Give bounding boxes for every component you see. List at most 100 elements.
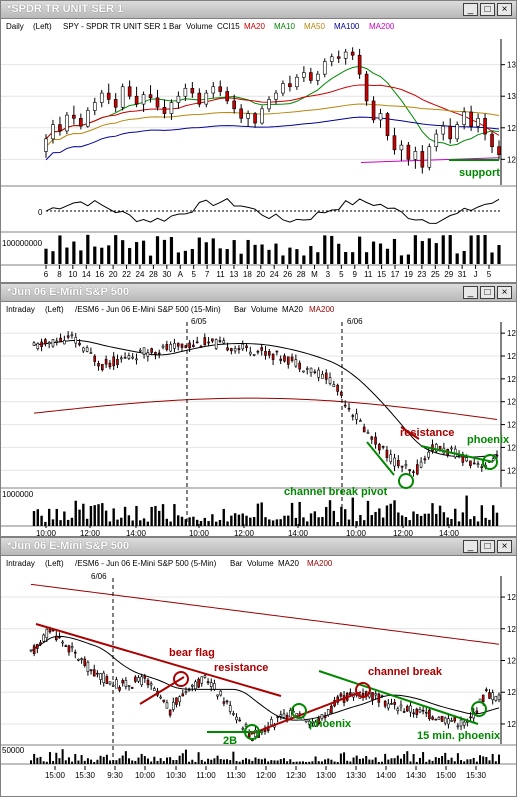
volume-bar: [311, 761, 314, 764]
close-button[interactable]: ×: [497, 286, 512, 299]
x-tick-label: 15:30: [75, 771, 96, 780]
candle-down: [89, 669, 93, 672]
candle-down: [176, 343, 180, 347]
x-tick-label: 15:30: [466, 771, 487, 780]
volume-bar: [102, 756, 105, 764]
volume-bar: [178, 755, 181, 764]
volume-bar: [218, 519, 222, 526]
volume-bar: [80, 755, 83, 764]
x-tick-label: 9:30: [107, 771, 123, 780]
candle-up: [332, 384, 336, 388]
volume-bar: [237, 514, 241, 526]
candle-down: [104, 358, 108, 365]
volume-bar: [271, 520, 275, 526]
volume-bar: [456, 753, 459, 764]
volume-bar: [104, 510, 108, 526]
maximize-button[interactable]: □: [480, 286, 495, 299]
x-tick-label: 13:00: [316, 771, 337, 780]
volume-bar: [466, 759, 469, 764]
volume-bar: [232, 751, 235, 764]
candle-down: [148, 94, 153, 99]
candle-up: [294, 359, 298, 367]
volume-bar: [359, 515, 362, 526]
volume-bar: [148, 255, 153, 264]
close-button[interactable]: ×: [497, 3, 512, 16]
volume-bar: [154, 505, 157, 526]
candle-down: [150, 348, 153, 353]
es-5min-chart: Intraday (Left) /ESM6 - Jun 06 E-Mini S&…: [1, 559, 516, 780]
volume-bar: [333, 761, 336, 764]
candle-up: [44, 138, 48, 152]
x-tick-label: 10:00: [189, 529, 210, 536]
maximize-button[interactable]: □: [480, 540, 495, 553]
close-button[interactable]: ×: [497, 540, 512, 553]
candle-down: [469, 111, 473, 127]
x-tick-label: 14:30: [406, 771, 427, 780]
volume-bar: [497, 245, 501, 264]
candle-up: [61, 641, 64, 644]
title-bar[interactable]: *Jun 06 E-Mini S&P 500 _ □ ×: [1, 538, 516, 556]
volume-bar: [484, 517, 487, 526]
candle-down: [350, 51, 355, 56]
volume-bar: [197, 237, 201, 264]
candle-up: [378, 113, 383, 121]
candle-up: [127, 685, 131, 687]
candle-up: [42, 634, 45, 642]
minimize-button[interactable]: _: [463, 3, 478, 16]
candle-up: [450, 447, 453, 450]
volume-bar: [100, 247, 104, 264]
candle-down: [495, 454, 499, 457]
y-tick-label: 1290: [507, 329, 516, 338]
candle-up: [140, 676, 143, 685]
candle-down: [469, 460, 472, 466]
candle-up: [244, 724, 248, 727]
minimize-button[interactable]: _: [463, 540, 478, 553]
candle-down: [162, 699, 166, 702]
volume-bar: [309, 513, 313, 526]
candle-down: [181, 693, 185, 697]
candle-up: [29, 649, 33, 652]
volume-bar: [336, 521, 339, 526]
candle-up: [86, 110, 90, 127]
candle-up: [176, 95, 181, 103]
candle-down: [253, 113, 257, 124]
volume-bar: [305, 761, 308, 764]
candle-up: [235, 716, 238, 721]
candle-up: [119, 357, 123, 360]
minimize-button[interactable]: _: [463, 286, 478, 299]
candle-up: [51, 124, 55, 140]
title-bar[interactable]: *SPDR TR UNIT SER 1 _ □ ×: [1, 1, 516, 19]
volume-bar: [89, 506, 93, 526]
candle-down: [481, 694, 485, 703]
es-15min-chart: Intraday (Left) /ESM6 - Jun 06 E-Mini S&…: [1, 305, 516, 536]
volume-bar: [139, 520, 142, 526]
volume-bar: [370, 515, 373, 526]
candle-up: [355, 413, 358, 420]
candle-up: [120, 86, 125, 108]
volume-bar: [200, 759, 203, 764]
volume-bar: [317, 761, 320, 764]
volume-bar: [473, 516, 476, 526]
volume-bar: [317, 517, 320, 526]
volume-bar: [279, 759, 282, 764]
candle-up: [476, 118, 480, 127]
candle-up: [491, 458, 495, 461]
candle-down: [402, 711, 406, 713]
volume-bar: [135, 505, 138, 526]
maximize-button[interactable]: □: [480, 3, 495, 16]
title-bar[interactable]: *Jun 06 E-Mini S&P 500 _ □ ×: [1, 284, 516, 302]
volume-bar: [260, 244, 264, 264]
volume-bar: [214, 521, 218, 526]
candle-up: [89, 352, 93, 354]
volume-bar: [256, 503, 260, 526]
volume-bar: [83, 760, 86, 764]
window-title: *Jun 06 E-Mini S&P 500: [7, 540, 130, 552]
volume-bar: [218, 248, 222, 264]
volume-bar: [158, 510, 161, 526]
volume-bar: [393, 758, 396, 764]
x-tick-label: 15:00: [45, 771, 66, 780]
candle-down: [378, 444, 381, 451]
volume-bar: [427, 238, 431, 264]
volume-bar: [216, 755, 219, 764]
y-tick-label: 1260: [507, 720, 516, 729]
